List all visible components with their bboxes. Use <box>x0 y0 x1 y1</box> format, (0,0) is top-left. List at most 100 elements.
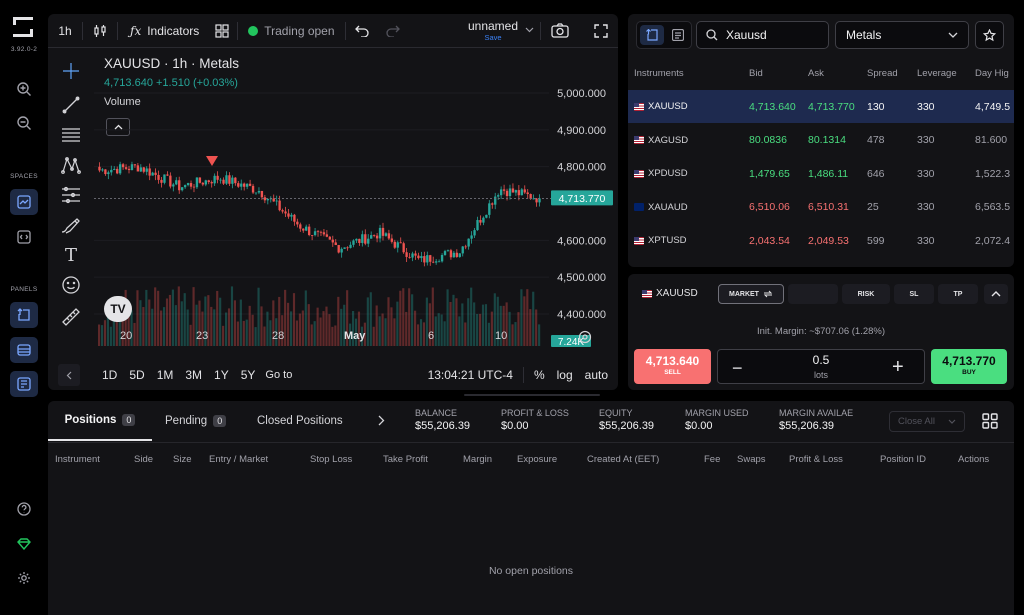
instrument-row[interactable]: XAUUSD 4,713.640 4,713.770 130 330 4,749.5 <box>628 90 1014 123</box>
volume-indicator-label: Volume <box>104 96 141 108</box>
volume-bar <box>165 298 169 346</box>
candle-body <box>290 214 293 217</box>
candle-body <box>116 168 119 174</box>
order-type-market-button[interactable]: MARKET <box>718 284 784 304</box>
redo-icon[interactable] <box>378 14 408 48</box>
instrument-symbol: XAUAUD <box>634 191 688 224</box>
range-1y-button[interactable]: 1Y <box>214 368 229 382</box>
diamond-icon[interactable] <box>12 532 36 556</box>
candle-body <box>169 175 172 187</box>
log-toggle[interactable]: log <box>556 368 573 382</box>
instrument-search-input[interactable]: Xauusd <box>696 21 829 49</box>
price-tick: 5,000.000 <box>557 88 606 100</box>
tab-closed-positions[interactable]: Closed Positions <box>257 415 343 427</box>
layout-name-button[interactable]: unnamed Save <box>456 19 530 42</box>
close-all-button[interactable]: Close All <box>889 411 965 432</box>
tab-pending[interactable]: Pending 0 <box>165 401 227 441</box>
ask-price: 1,486.11 <box>808 157 848 190</box>
goto-button[interactable]: Go to <box>265 369 293 381</box>
decrease-lots-button[interactable]: − <box>732 358 743 378</box>
lots-value[interactable]: 0.5 <box>812 353 830 367</box>
space-chart-button[interactable] <box>10 189 38 215</box>
panel-watchlist-button[interactable] <box>10 302 38 328</box>
list-view-icon[interactable] <box>666 25 690 45</box>
bid-price: 1,479.65 <box>749 157 790 190</box>
collapse-legend-button[interactable] <box>106 118 130 136</box>
take-profit-button[interactable]: TP <box>938 284 978 304</box>
instrument-row[interactable]: XAUAUD 6,510.06 6,510.31 25 330 6,563.5 <box>628 191 1014 224</box>
volume-bar <box>446 289 449 346</box>
text-tool-icon[interactable]: T <box>64 244 77 266</box>
collapse-order-button[interactable] <box>984 284 1008 304</box>
favorites-button[interactable] <box>975 21 1004 49</box>
interval-button[interactable]: 1h <box>58 23 72 38</box>
resize-handle[interactable] <box>464 394 600 396</box>
increase-lots-button[interactable]: + <box>892 356 904 378</box>
fullscreen-icon[interactable] <box>594 24 608 38</box>
volume-bar <box>523 296 526 346</box>
brush-icon[interactable] <box>58 212 84 238</box>
candle-body <box>526 192 529 195</box>
trading-status: Trading open <box>238 14 344 48</box>
panel-positions-button[interactable] <box>10 337 38 363</box>
stat-label: PROFIT & LOSS <box>501 408 569 418</box>
instrument-row[interactable]: XPDUSD 1,479.65 1,486.11 646 330 1,522.3 <box>628 157 1014 190</box>
layout-dropdown-chevron-icon[interactable] <box>525 27 534 33</box>
candle-body <box>387 233 391 239</box>
zoom-in-icon[interactable] <box>12 77 36 101</box>
horizontal-lines-icon[interactable] <box>58 122 84 148</box>
range-3m-button[interactable]: 3M <box>185 368 203 382</box>
volume-bar <box>340 308 343 346</box>
panel-order-button[interactable] <box>10 371 38 397</box>
stat-value: $0.00 <box>685 420 713 432</box>
spread-value: 478 <box>867 124 885 157</box>
stat-value: $55,206.39 <box>599 420 655 432</box>
candle-body <box>284 211 287 214</box>
indicators-button[interactable]: ƒx Indicators <box>118 14 207 48</box>
help-icon[interactable] <box>12 497 36 521</box>
pattern-icon[interactable] <box>58 152 84 178</box>
grid-view-icon[interactable] <box>982 413 998 429</box>
lots-stepper[interactable]: − 0.5 lots + <box>717 349 925 384</box>
emoji-icon[interactable] <box>58 272 84 298</box>
stop-loss-button[interactable]: SL <box>894 284 934 304</box>
sell-marker-icon <box>206 156 218 166</box>
range-5y-button[interactable]: 5Y <box>240 368 256 382</box>
crosshair-icon[interactable] <box>58 58 84 84</box>
measure-levels-icon[interactable] <box>58 182 84 208</box>
price-chart[interactable]: 5,000.000 4,900.000 4,800.000 4,600.000 4,50… <box>94 48 618 360</box>
settings-gear-icon[interactable] <box>12 566 36 590</box>
chart-symbol-title: XAUUSD · 1h · Metals <box>104 56 240 71</box>
screenshot-camera-icon[interactable] <box>551 23 569 38</box>
ask-price-text: 1,486.11 <box>808 167 849 180</box>
chart-type-candles-icon[interactable] <box>83 14 117 48</box>
chart-settings-icon[interactable] <box>578 330 592 344</box>
ruler-icon[interactable] <box>58 304 84 330</box>
code-icon[interactable] <box>12 225 36 249</box>
positions-column-header: Instrument <box>55 454 100 465</box>
day-high-value-text: 4,749.5 <box>975 100 1011 113</box>
watchlist-view-icon[interactable] <box>640 25 664 45</box>
buy-button[interactable]: 4,713.770 BUY <box>931 349 1007 384</box>
instrument-row[interactable]: XAGUSD 80.0836 80.1314 478 330 81.600 <box>628 124 1014 157</box>
candle-body <box>204 180 207 185</box>
range-1d-button[interactable]: 1D <box>102 368 118 382</box>
range-1m-button[interactable]: 1M <box>156 368 174 382</box>
category-select[interactable]: Metals <box>835 21 969 49</box>
sell-button[interactable]: 4,713.640 SELL <box>634 349 711 384</box>
trend-line-icon[interactable] <box>58 92 84 118</box>
auto-toggle[interactable]: auto <box>584 368 608 382</box>
candle-body <box>163 174 166 183</box>
chevron-left-icon[interactable] <box>58 364 80 386</box>
chevron-right-icon[interactable] <box>378 415 385 426</box>
percent-toggle[interactable]: % <box>533 368 545 382</box>
zoom-out-icon[interactable] <box>12 111 36 135</box>
undo-icon[interactable] <box>346 14 378 48</box>
range-5d-button[interactable]: 5D <box>129 368 145 382</box>
instrument-row[interactable]: XPTUSD 2,043.54 2,049.53 599 330 2,072.4 <box>628 224 1014 257</box>
swap-icon <box>763 290 773 298</box>
day-high-value-text: 81.600 <box>975 134 1008 146</box>
tab-positions[interactable]: Positions 0 <box>48 401 152 441</box>
layout-grid-icon[interactable] <box>207 14 237 48</box>
risk-button[interactable]: RISK <box>842 284 890 304</box>
